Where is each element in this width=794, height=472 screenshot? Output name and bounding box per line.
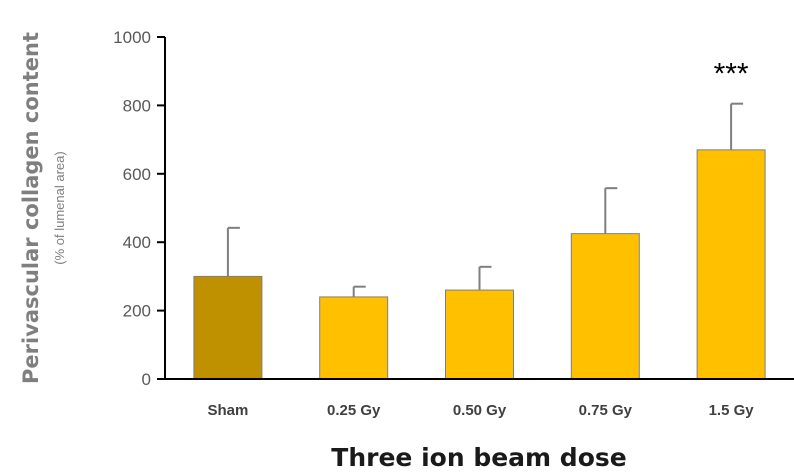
y-ticks: 0 200 400 600 800 1000 [113, 28, 165, 389]
x-tick-label: 0.25 Gy [327, 402, 381, 419]
y-tick-label: 0 [142, 370, 151, 389]
annotations-layer: *** [714, 58, 749, 91]
error-bars-layer [226, 102, 744, 297]
bar [445, 289, 514, 380]
significance-annotation: *** [714, 58, 749, 91]
x-axis-label: Three ion beam dose [331, 443, 626, 472]
bars-layer [193, 149, 766, 380]
bar [570, 233, 640, 380]
x-tick-label: 0.50 Gy [453, 402, 507, 419]
y-tick-label: 600 [123, 165, 151, 184]
bar [696, 149, 766, 380]
x-ticks: Sham 0.25 Gy 0.50 Gy 0.75 Gy 1.5 Gy [207, 402, 754, 419]
bar [193, 275, 263, 380]
y-tick-label: 1000 [113, 28, 151, 47]
x-tick-label: 1.5 Gy [709, 402, 755, 419]
x-tick-label: 0.75 Gy [579, 402, 633, 419]
bar [319, 296, 389, 380]
y-axis-label: Perivascular collagen content [19, 32, 43, 384]
x-tick-label: Sham [207, 402, 248, 419]
y-axis-sublabel: (% of lumenal area) [52, 151, 67, 264]
y-tick-label: 800 [123, 96, 151, 115]
y-tick-label: 400 [123, 233, 151, 252]
y-tick-label: 200 [123, 302, 151, 321]
